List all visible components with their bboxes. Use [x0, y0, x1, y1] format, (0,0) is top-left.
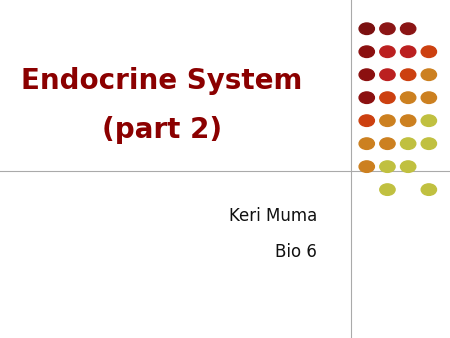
Text: (part 2): (part 2) [102, 116, 222, 144]
Circle shape [421, 46, 436, 57]
Circle shape [400, 69, 416, 80]
Circle shape [359, 115, 374, 126]
Circle shape [359, 46, 374, 57]
Circle shape [400, 138, 416, 149]
Circle shape [400, 92, 416, 103]
Circle shape [359, 92, 374, 103]
Circle shape [380, 23, 395, 34]
Circle shape [421, 138, 436, 149]
Text: Endocrine System: Endocrine System [21, 67, 303, 95]
Circle shape [400, 46, 416, 57]
Circle shape [380, 115, 395, 126]
Text: Bio 6: Bio 6 [275, 243, 317, 261]
Circle shape [421, 184, 436, 195]
Circle shape [359, 138, 374, 149]
Circle shape [359, 69, 374, 80]
Circle shape [421, 69, 436, 80]
Circle shape [380, 138, 395, 149]
Text: Keri Muma: Keri Muma [229, 207, 317, 225]
Circle shape [380, 69, 395, 80]
Circle shape [380, 184, 395, 195]
Circle shape [359, 161, 374, 172]
Circle shape [421, 92, 436, 103]
Circle shape [380, 92, 395, 103]
Circle shape [380, 46, 395, 57]
Circle shape [421, 115, 436, 126]
Circle shape [400, 161, 416, 172]
Circle shape [359, 23, 374, 34]
Circle shape [380, 161, 395, 172]
Circle shape [400, 23, 416, 34]
Circle shape [400, 115, 416, 126]
